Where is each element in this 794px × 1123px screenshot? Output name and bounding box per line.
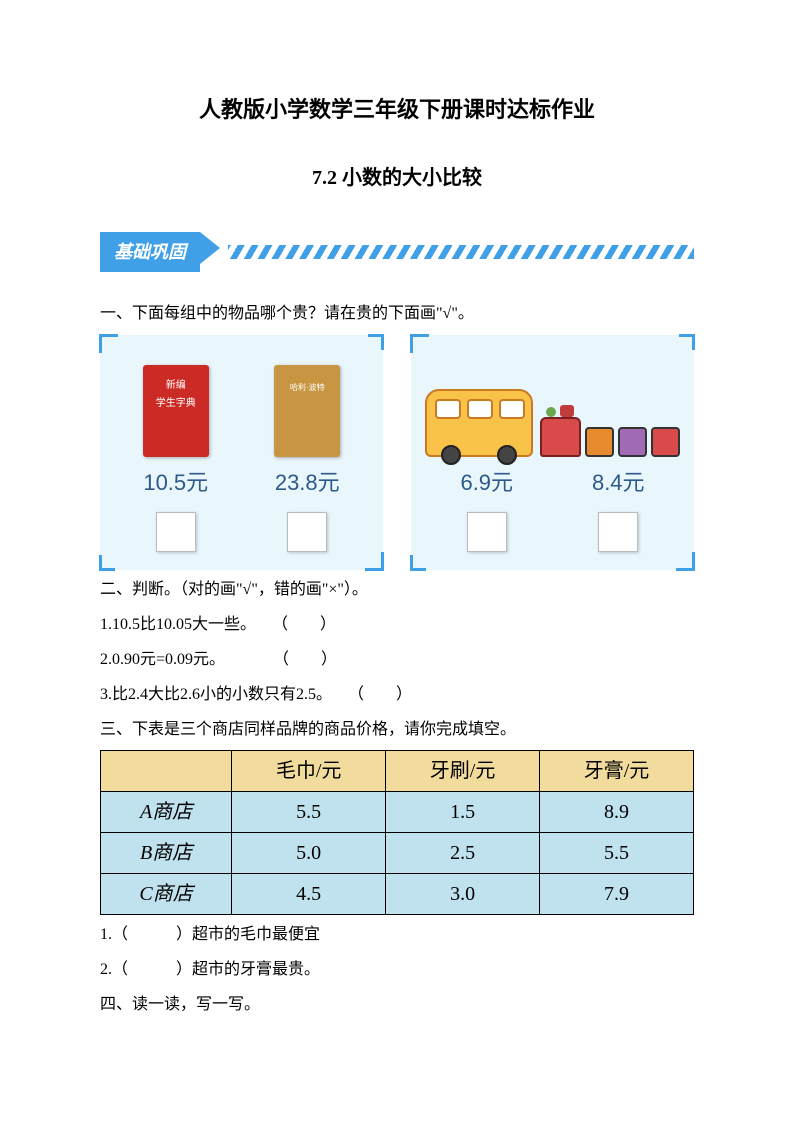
book1-line2: 学生字典 <box>156 395 196 413</box>
price-b2: 8.4元 <box>592 463 645 503</box>
cell: 8.9 <box>540 792 694 833</box>
row-c-label: C商店 <box>101 874 232 915</box>
q1-prompt: 一、下面每组中的物品哪个贵？请在贵的下面画"√"。 <box>100 300 694 329</box>
q2-item-1: 1.10.5比10.05大一些。 （ ） <box>100 611 694 640</box>
q2-item-2: 2.0.90元=0.09元。 （ ） <box>100 646 694 675</box>
row-b-label: B商店 <box>101 833 232 874</box>
q2-item-3: 3.比2.4大比2.6小的小数只有2.5。 （ ） <box>100 681 694 710</box>
q4-prompt: 四、读一读，写一写。 <box>100 991 694 1020</box>
section-banner: 基础巩固 <box>100 232 694 272</box>
th-paste: 牙膏/元 <box>540 751 694 792</box>
cell: 5.5 <box>540 833 694 874</box>
checkbox-b1[interactable] <box>467 512 507 552</box>
card-a-prices: 10.5元 23.8元 <box>110 463 373 503</box>
checkbox-b2[interactable] <box>598 512 638 552</box>
checkbox-a1[interactable] <box>156 512 196 552</box>
train-icon <box>540 417 680 457</box>
card-b-items <box>421 349 684 457</box>
th-towel: 毛巾/元 <box>232 751 386 792</box>
q1-cards: 新编 学生字典 哈利·波特 10.5元 23.8元 <box>100 335 694 571</box>
table-row: A商店 5.5 1.5 8.9 <box>101 792 694 833</box>
checkbox-a2[interactable] <box>287 512 327 552</box>
bus-icon <box>425 389 533 457</box>
q1-card-books: 新编 学生字典 哈利·波特 10.5元 23.8元 <box>100 335 383 571</box>
price-b1: 6.9元 <box>460 463 513 503</box>
cell: 5.0 <box>232 833 386 874</box>
price-table: 毛巾/元 牙刷/元 牙膏/元 A商店 5.5 1.5 8.9 B商店 5.0 2… <box>100 750 694 915</box>
price-a1: 10.5元 <box>143 463 208 503</box>
cell: 2.5 <box>386 833 540 874</box>
th-brush: 牙刷/元 <box>386 751 540 792</box>
book-harry-potter-icon: 哈利·波特 <box>274 365 340 457</box>
card-a-checks <box>110 512 373 552</box>
th-blank <box>101 751 232 792</box>
card-a-items: 新编 学生字典 哈利·波特 <box>110 349 373 457</box>
banner-label: 基础巩固 <box>100 232 200 272</box>
table-row: B商店 5.0 2.5 5.5 <box>101 833 694 874</box>
q1-card-toys: 6.9元 8.4元 <box>411 335 694 571</box>
q2-prompt: 二、判断。（对的画"√"，错的画"×"）。 <box>100 576 694 605</box>
row-a-label: A商店 <box>101 792 232 833</box>
card-b-checks <box>421 512 684 552</box>
banner-stripes <box>228 245 694 259</box>
cell: 5.5 <box>232 792 386 833</box>
card-b-prices: 6.9元 8.4元 <box>421 463 684 503</box>
page-subtitle: 7.2 小数的大小比较 <box>100 160 694 196</box>
page-title: 人教版小学数学三年级下册课时达标作业 <box>100 90 694 130</box>
book2-line: 哈利·波特 <box>290 381 325 395</box>
q3-blank-2: 2.（ ）超市的牙膏最贵。 <box>100 956 694 985</box>
cell: 4.5 <box>232 874 386 915</box>
cell: 7.9 <box>540 874 694 915</box>
book1-line1: 新编 <box>166 377 186 395</box>
table-row: C商店 4.5 3.0 7.9 <box>101 874 694 915</box>
price-a2: 23.8元 <box>275 463 340 503</box>
table-header-row: 毛巾/元 牙刷/元 牙膏/元 <box>101 751 694 792</box>
cell: 3.0 <box>386 874 540 915</box>
q3-blank-1: 1.（ ）超市的毛巾最便宜 <box>100 921 694 950</box>
book-dictionary-icon: 新编 学生字典 <box>143 365 209 457</box>
cell: 1.5 <box>386 792 540 833</box>
q3-prompt: 三、下表是三个商店同样品牌的商品价格，请你完成填空。 <box>100 716 694 745</box>
